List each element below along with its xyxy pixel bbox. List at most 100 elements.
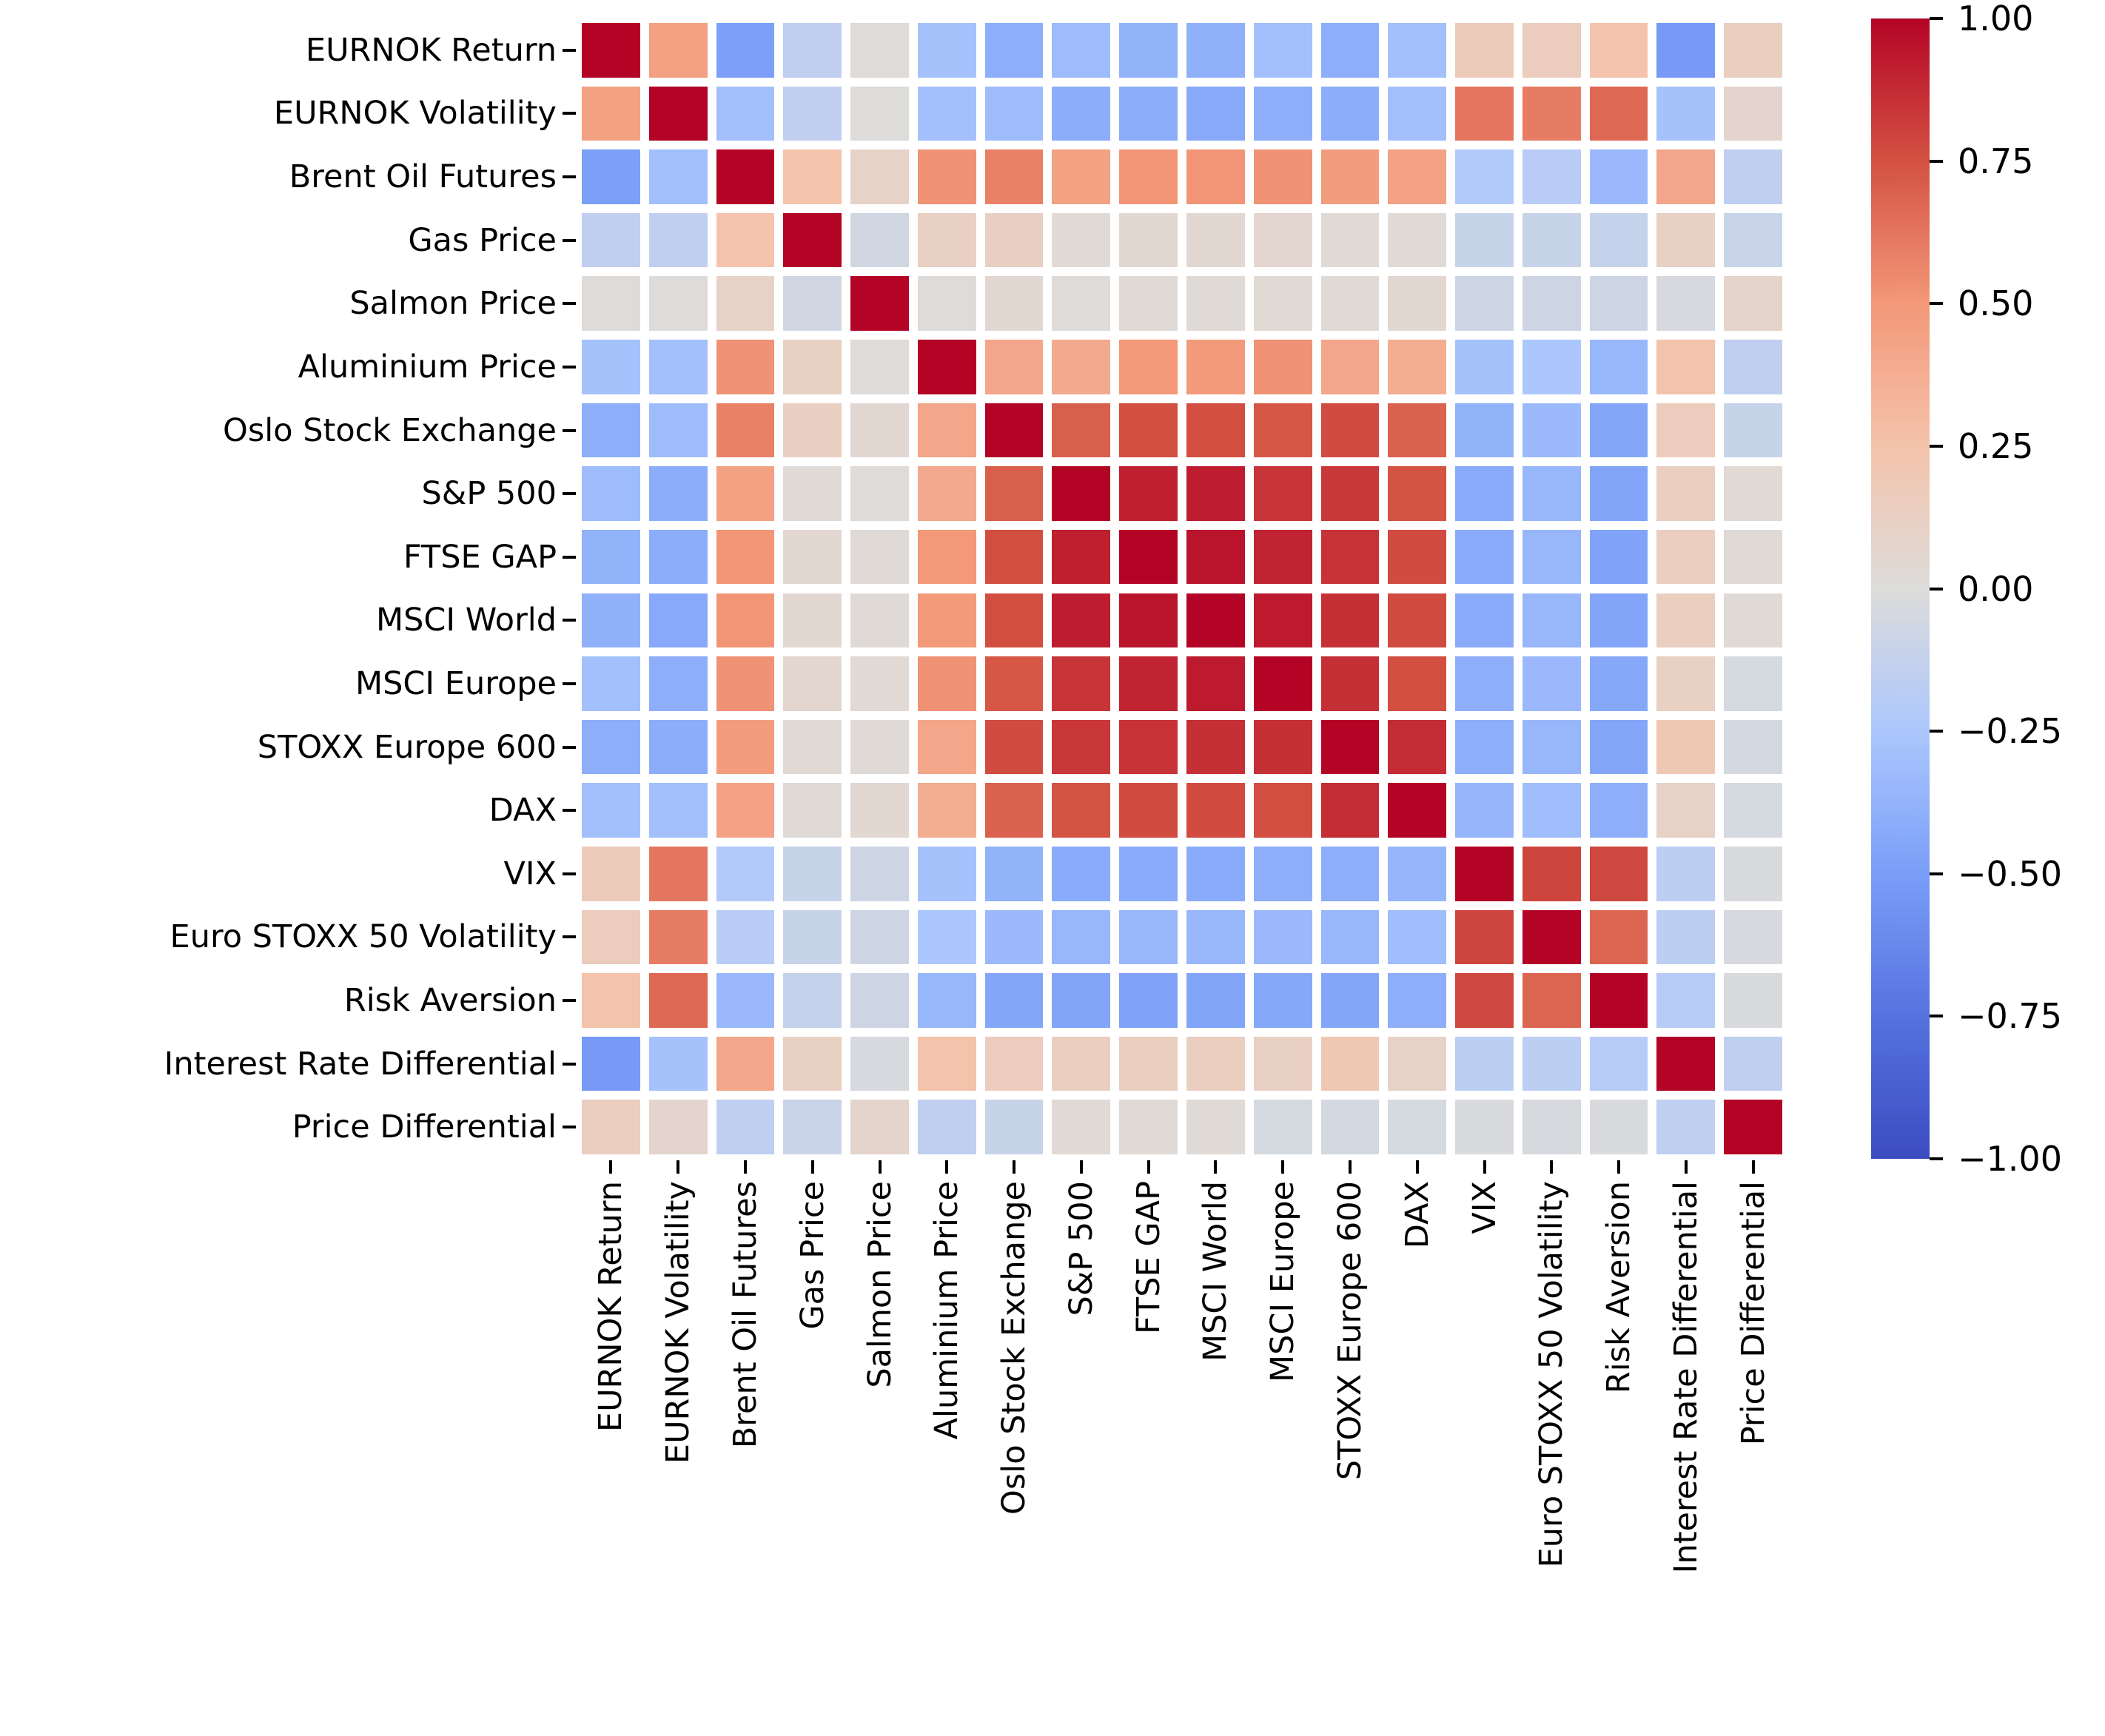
heatmap-cell-r1-c3: [783, 86, 842, 141]
heatmap-cell-r14-c13: [1455, 909, 1514, 965]
heatmap-cell-r14-c11: [1320, 909, 1380, 965]
heatmap-cell-r5-c4: [850, 340, 909, 394]
heatmap-cell-r3-c11: [1320, 212, 1380, 268]
heatmap-cell-r10-c13: [1455, 656, 1514, 711]
x-tick-mark: [1415, 1160, 1419, 1174]
y-axis-label: Aluminium Price: [298, 348, 557, 386]
heatmap-cell-r14-c3: [783, 909, 842, 965]
heatmap-cell-r15-c11: [1320, 973, 1380, 1028]
heatmap-cell-r15-c15: [1589, 973, 1648, 1028]
heatmap-cell-r5-c8: [1119, 340, 1178, 394]
heatmap-cell-r10-c0: [582, 656, 640, 711]
heatmap-cell-r16-c6: [984, 1036, 1044, 1091]
heatmap-cell-r1-c10: [1253, 86, 1312, 141]
heatmap-cell-r11-c11: [1320, 719, 1380, 775]
heatmap-cell-r16-c3: [783, 1036, 842, 1091]
x-tick-mark: [677, 1160, 680, 1174]
heatmap-cell-r6-c8: [1119, 403, 1178, 458]
heatmap-cell-r15-c8: [1119, 973, 1178, 1028]
heatmap-cell-r9-c17: [1724, 593, 1782, 648]
heatmap-cell-r15-c9: [1186, 973, 1245, 1028]
heatmap-cell-r10-c2: [716, 656, 775, 711]
heatmap-cell-r9-c5: [917, 593, 976, 648]
heatmap-cell-r17-c17: [1724, 1100, 1782, 1154]
heatmap-cell-r10-c4: [850, 656, 909, 711]
heatmap-cell-r11-c13: [1455, 719, 1514, 775]
heatmap-cell-r2-c13: [1455, 149, 1514, 204]
heatmap-cell-r14-c6: [984, 909, 1044, 965]
x-tick-mark: [1684, 1160, 1688, 1174]
x-axis-label: MSCI World: [1197, 1181, 1235, 1362]
x-axis-label: Brent Oil Futures: [726, 1181, 764, 1449]
x-axis-label: Aluminium Price: [928, 1181, 966, 1440]
heatmap-cell-r4-c9: [1186, 276, 1245, 332]
heatmap-cell-r10-c11: [1320, 656, 1380, 711]
heatmap-cell-r10-c3: [783, 656, 842, 711]
heatmap-cell-r7-c5: [917, 466, 976, 521]
heatmap-cell-r6-c14: [1522, 403, 1581, 458]
heatmap-cell-r8-c17: [1724, 529, 1782, 585]
heatmap-cell-r14-c16: [1656, 909, 1716, 965]
y-axis-label: Oslo Stock Exchange: [223, 411, 557, 449]
heatmap-cell-r13-c6: [984, 846, 1044, 901]
heatmap-cell-r11-c1: [648, 719, 708, 775]
colorbar-tick-mark: [1930, 159, 1943, 163]
heatmap-cell-r14-c7: [1052, 909, 1111, 965]
heatmap-cell-r0-c3: [783, 23, 842, 78]
heatmap-cell-r6-c16: [1656, 403, 1716, 458]
heatmap-cell-r12-c3: [783, 783, 842, 838]
heatmap-cell-r11-c0: [582, 719, 640, 775]
heatmap-cell-r13-c14: [1522, 846, 1581, 901]
heatmap-cell-r1-c8: [1119, 86, 1178, 141]
heatmap-cell-r10-c10: [1253, 656, 1312, 711]
x-axis-label: Risk Aversion: [1600, 1181, 1638, 1394]
heatmap-cell-r12-c6: [984, 783, 1044, 838]
heatmap-cell-r14-c8: [1119, 909, 1178, 965]
heatmap-cell-r0-c13: [1455, 23, 1514, 78]
heatmap-cell-r7-c7: [1052, 466, 1111, 521]
heatmap-cell-r10-c17: [1724, 656, 1782, 711]
heatmap-cell-r12-c13: [1455, 783, 1514, 838]
colorbar-tick-label: 0.50: [1958, 283, 2034, 324]
heatmap-cell-r1-c12: [1388, 86, 1447, 141]
heatmap-cell-r13-c2: [716, 846, 775, 901]
heatmap-cell-r7-c15: [1589, 466, 1648, 521]
heatmap-cell-r10-c14: [1522, 656, 1581, 711]
colorbar-tick-label: −0.25: [1958, 711, 2062, 752]
heatmap-cell-r13-c5: [917, 846, 976, 901]
heatmap-cell-r13-c7: [1052, 846, 1111, 901]
heatmap-cell-r16-c0: [582, 1036, 640, 1091]
y-tick-mark: [563, 302, 576, 306]
x-tick-mark: [810, 1160, 814, 1174]
heatmap-cell-r2-c8: [1119, 149, 1178, 204]
y-axis-label: Interest Rate Differential: [164, 1045, 557, 1083]
heatmap-cell-r7-c11: [1320, 466, 1380, 521]
heatmap-cell-r17-c11: [1320, 1100, 1380, 1154]
x-tick-mark: [1013, 1160, 1016, 1174]
heatmap-cell-r14-c12: [1388, 909, 1447, 965]
heatmap-cell-r3-c15: [1589, 212, 1648, 268]
heatmap-cell-r0-c2: [716, 23, 775, 78]
heatmap-cell-r16-c14: [1522, 1036, 1581, 1091]
heatmap-cell-r12-c17: [1724, 783, 1782, 838]
heatmap-cell-r1-c16: [1656, 86, 1716, 141]
heatmap-cell-r7-c1: [648, 466, 708, 521]
heatmap-cell-r3-c5: [917, 212, 976, 268]
x-axis-label: Interest Rate Differential: [1667, 1181, 1705, 1574]
heatmap-cell-r6-c9: [1186, 403, 1245, 458]
heatmap-cell-r15-c2: [716, 973, 775, 1028]
heatmap-cell-r16-c12: [1388, 1036, 1447, 1091]
x-axis-label: Oslo Stock Exchange: [996, 1181, 1033, 1515]
heatmap-cell-r13-c8: [1119, 846, 1178, 901]
heatmap-cell-r13-c1: [648, 846, 708, 901]
heatmap-cell-r9-c8: [1119, 593, 1178, 648]
x-tick-mark: [1550, 1160, 1554, 1174]
heatmap-cell-r0-c15: [1589, 23, 1648, 78]
heatmap-cell-r9-c1: [648, 593, 708, 648]
heatmap-cell-r0-c0: [582, 23, 640, 78]
x-axis-label: Gas Price: [793, 1181, 831, 1330]
heatmap-cell-r11-c12: [1388, 719, 1447, 775]
heatmap-cell-r9-c2: [716, 593, 775, 648]
heatmap-cell-r17-c15: [1589, 1100, 1648, 1154]
